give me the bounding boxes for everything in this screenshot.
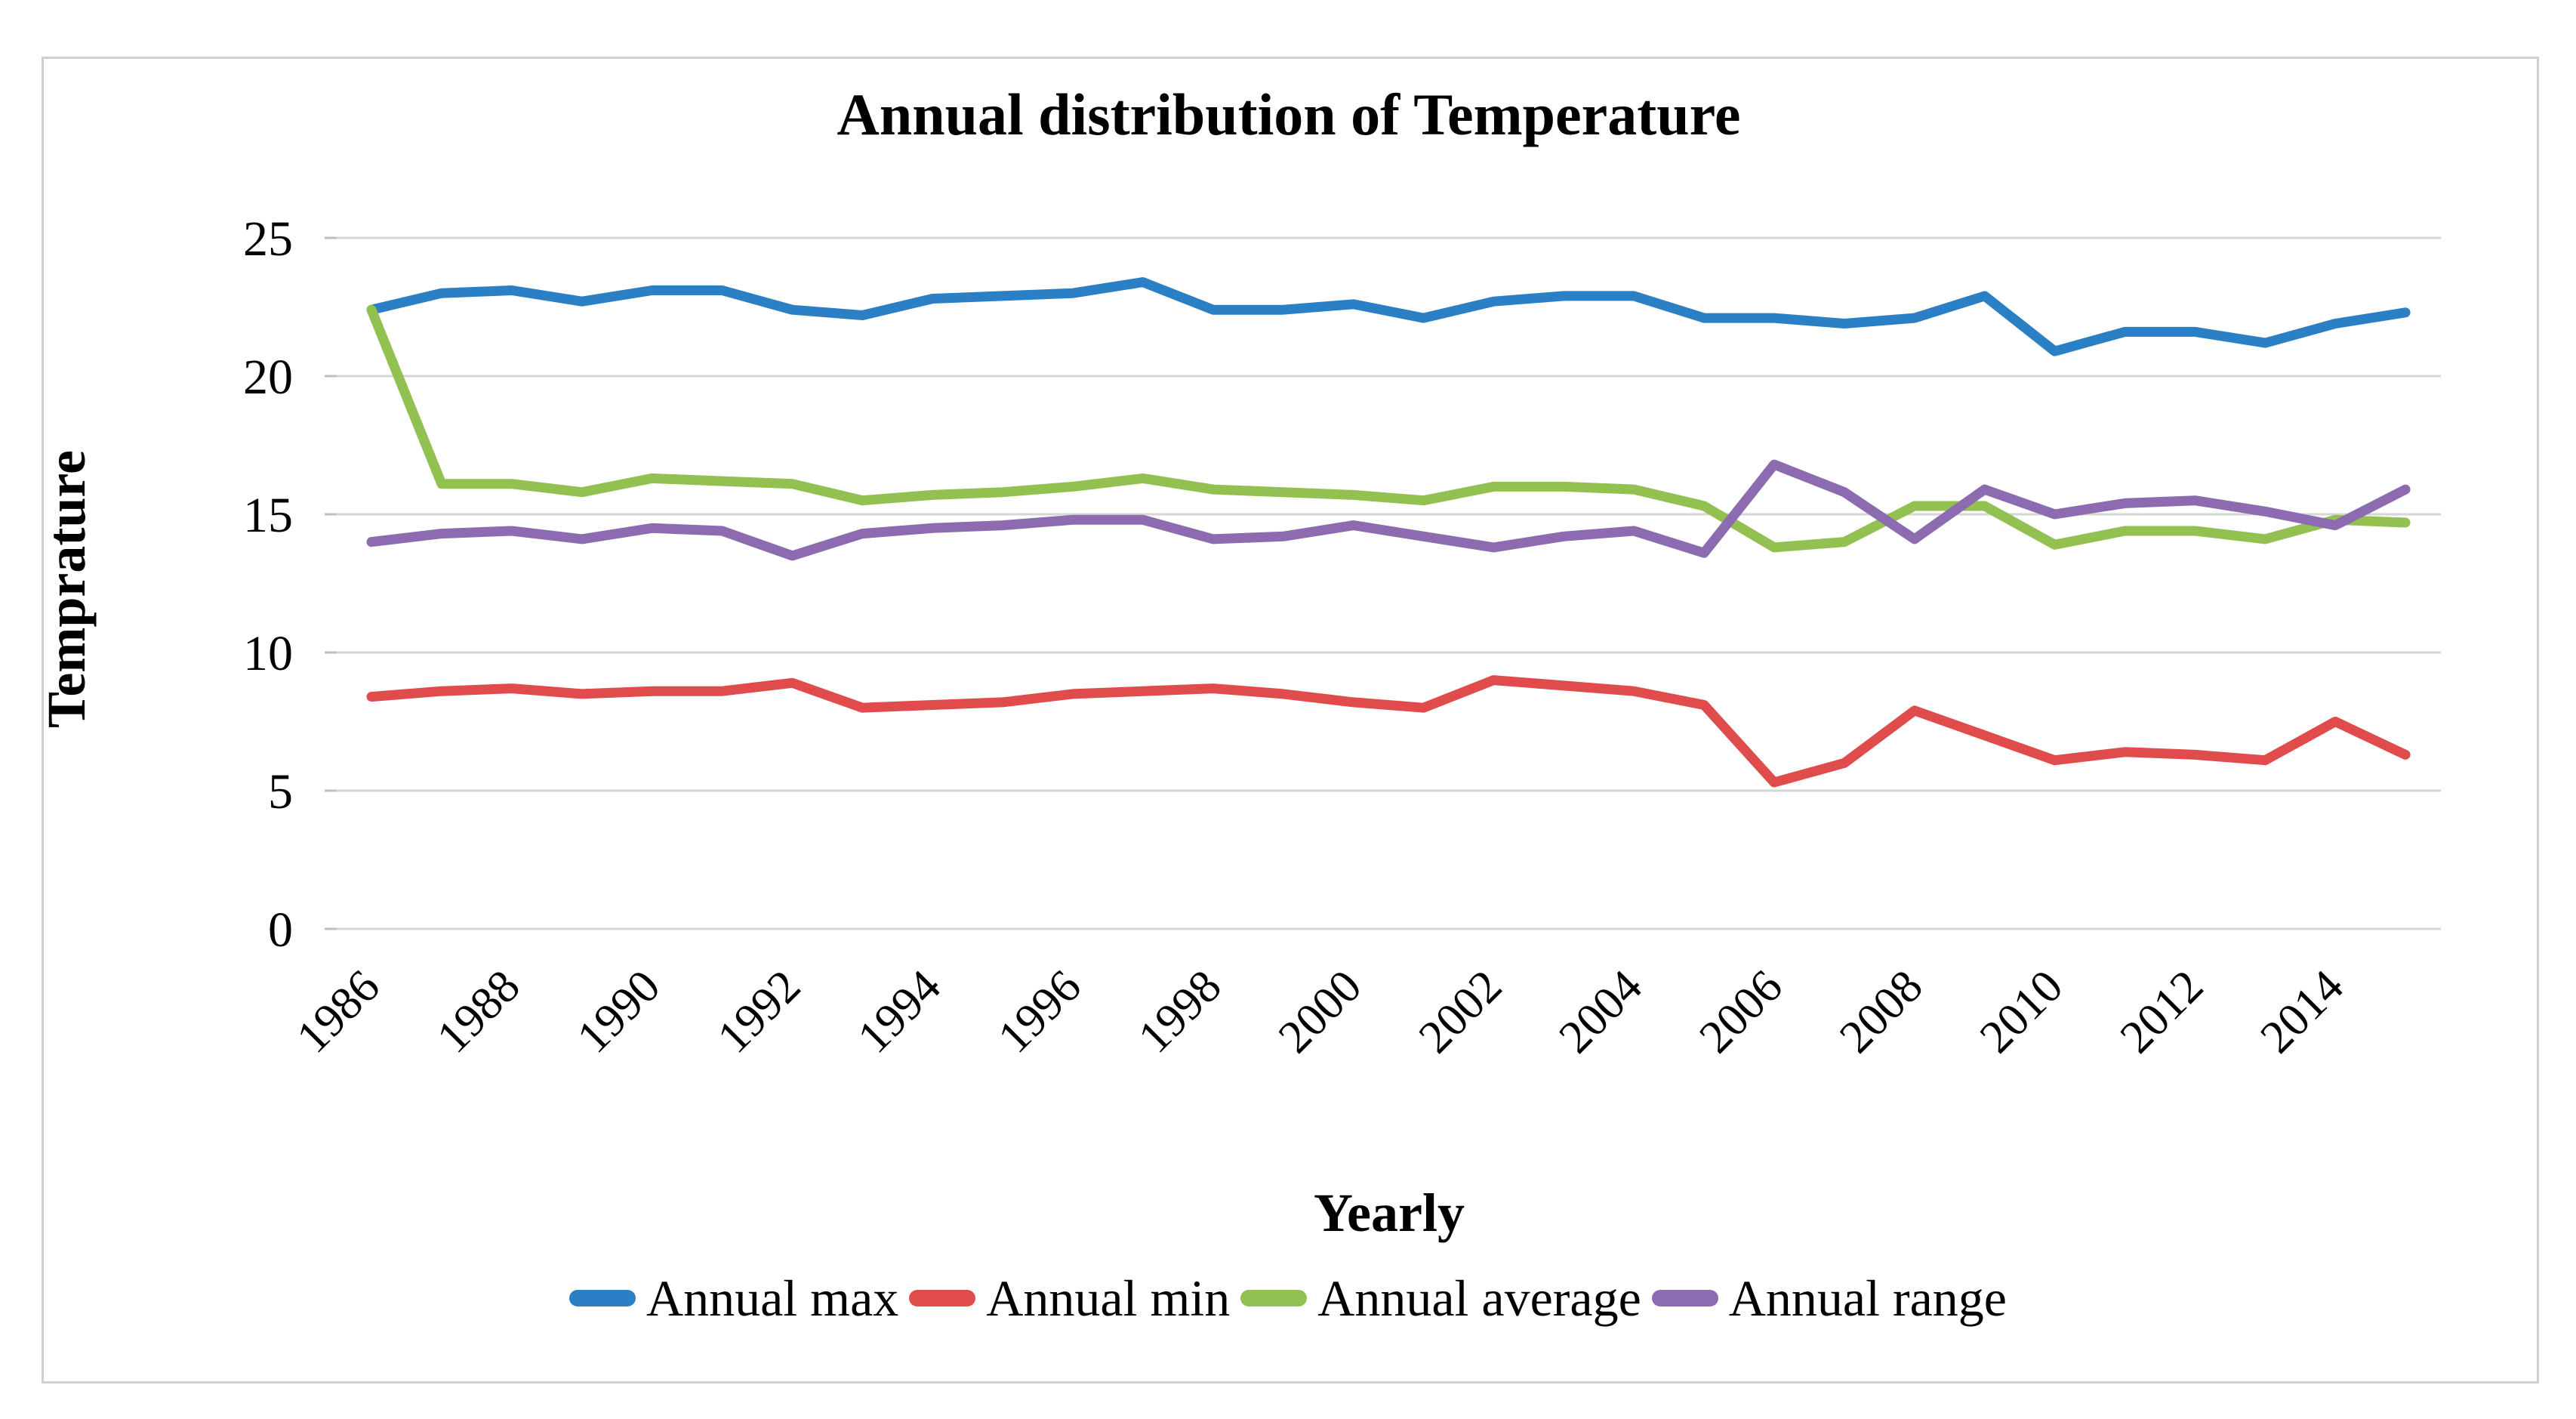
x-tick-label-1998: 1998 [1129, 961, 1231, 1063]
legend-item-annual-range: Annual range [1649, 1270, 2010, 1327]
x-tick-label-2000: 2000 [1269, 961, 1372, 1063]
y-tick-label-0: 0 [268, 902, 293, 958]
x-tick-label-1988: 1988 [427, 961, 530, 1063]
y-axis-title: Temprature [36, 450, 97, 728]
legend-swatch-annual-min-icon [909, 1290, 976, 1307]
x-tick-label-1996: 1996 [988, 961, 1091, 1063]
series-line-annual-range [366, 459, 2411, 561]
series-line-annual-min [366, 675, 2411, 788]
legend-label: Annual min [986, 1269, 1231, 1327]
x-axis-tick-labels: 1986 1988 1990 1992 1994 1996 1998 2000 2002 2004… [287, 961, 2353, 1063]
y-tick-label-5: 5 [268, 764, 293, 819]
y-tick-label-10: 10 [243, 626, 293, 681]
x-tick-label-2012: 2012 [2111, 961, 2214, 1063]
y-tick-label-15: 15 [243, 488, 293, 543]
legend-label: Annual max [646, 1269, 899, 1327]
y-tick-label-20: 20 [243, 350, 293, 405]
chart-title: Annual distribution of Temperature [837, 82, 1741, 147]
x-tick-label-1994: 1994 [848, 961, 951, 1063]
x-tick-label-2014: 2014 [2251, 961, 2353, 1063]
x-tick-label-2010: 2010 [1971, 961, 2073, 1063]
legend-swatch-annual-average-icon [1240, 1290, 1308, 1307]
y-axis-tick-labels: 0 5 10 15 20 25 [243, 211, 293, 958]
series-line-annual-average [366, 304, 2411, 553]
x-tick-label-2008: 2008 [1830, 961, 1933, 1063]
gridlines [337, 236, 2441, 930]
series-lines [366, 277, 2411, 788]
x-tick-label-2006: 2006 [1690, 961, 1792, 1063]
legend-item-annual-average: Annual average [1237, 1270, 1644, 1327]
y-tick-label-25: 25 [243, 211, 293, 267]
chart-border [42, 57, 2539, 1384]
y-axis-tick-stubs [325, 236, 337, 930]
x-tick-label-2004: 2004 [1549, 961, 1652, 1063]
legend: Annual max Annual min Annual average Ann… [0, 1270, 2576, 1327]
legend-label: Annual average [1317, 1269, 1641, 1327]
x-axis-title: Yearly [1314, 1183, 1465, 1243]
legend-swatch-annual-range-icon [1651, 1290, 1718, 1307]
x-tick-label-2002: 2002 [1410, 961, 1512, 1063]
legend-item-annual-min: Annual min [906, 1270, 1233, 1327]
series-line-annual-max [366, 277, 2411, 356]
x-tick-label-1992: 1992 [708, 961, 811, 1063]
legend-label: Annual range [1728, 1269, 2007, 1327]
legend-swatch-annual-max-icon [569, 1290, 636, 1307]
x-tick-label-1990: 1990 [568, 961, 670, 1063]
legend-item-annual-max: Annual max [566, 1270, 901, 1327]
x-tick-label-1986: 1986 [287, 961, 390, 1063]
